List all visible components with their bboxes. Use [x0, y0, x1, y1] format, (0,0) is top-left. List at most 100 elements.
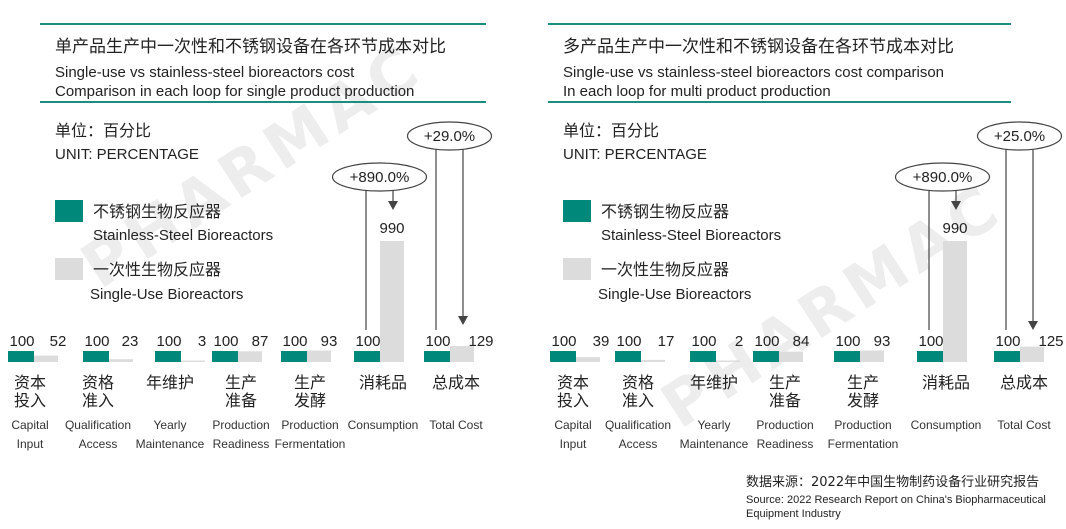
bar-single-use [576, 357, 600, 362]
category-label-en: Production [212, 418, 269, 432]
category-label-en: Consumption [911, 418, 982, 432]
callout-ellipse [406, 121, 493, 151]
legend-label-stainless-cn: 不锈钢生物反应器 [93, 202, 221, 221]
chart-title-en-1: Single-use vs stainless-steel bioreactor… [55, 64, 355, 81]
data-label-stainless: 100 [213, 333, 238, 350]
data-label-stainless: 100 [691, 333, 716, 350]
legend-label-stainless-en: Stainless-Steel Bioreactors [93, 227, 273, 244]
bar-stainless [753, 351, 779, 362]
data-label-single-use: 39 [593, 333, 610, 350]
data-label-single-use: 3 [198, 333, 206, 350]
category-label-en: Qualification [605, 418, 671, 432]
category-label-en: Fermentation [275, 437, 346, 451]
bar-single-use [181, 360, 205, 362]
unit-label-en: UNIT: PERCENTAGE [563, 146, 707, 163]
legend-label-single-use-en: Single-Use Bioreactors [598, 286, 751, 303]
callout-label: +890.0% [350, 169, 410, 186]
data-label-stainless: 100 [355, 333, 380, 350]
bar-stainless [281, 351, 307, 362]
category-label-cn: 年维护 [146, 373, 194, 392]
category-label-cn: 消耗品 [359, 373, 407, 392]
category-label-cn: 生产 [847, 373, 879, 392]
legend-label-stainless-cn: 不锈钢生物反应器 [601, 202, 729, 221]
legend-label-single-use-en: Single-Use Bioreactors [90, 286, 243, 303]
bar-stainless [8, 351, 34, 362]
category-label-cn: 准入 [622, 391, 654, 410]
category-label-cn: 投入 [14, 391, 46, 410]
category-label-en: Capital [11, 418, 48, 432]
data-label-stainless: 100 [995, 333, 1020, 350]
category-label-en: Consumption [348, 418, 419, 432]
category-label-cn: 总成本 [1000, 373, 1048, 392]
bar-single-use [779, 351, 803, 362]
bar-stainless [83, 351, 109, 362]
bar-single-use [34, 355, 58, 362]
bar-single-use [380, 241, 404, 362]
legend-swatch-single-use [55, 258, 83, 280]
data-label-single-use: 129 [468, 333, 493, 350]
category-label-cn: 发酵 [847, 391, 879, 410]
category-label-en: Maintenance [136, 437, 205, 451]
category-label-cn: 总成本 [432, 373, 480, 392]
data-label-single-use: 17 [658, 333, 675, 350]
legend-label-single-use-cn: 一次性生物反应器 [93, 260, 221, 279]
category-label-cn: 消耗品 [922, 373, 970, 392]
bar-stainless [424, 351, 450, 362]
category-label-cn: 生产 [225, 373, 257, 392]
category-label-cn: 资格 [82, 373, 114, 392]
data-label-single-use: 84 [793, 333, 810, 350]
bar-single-use [307, 350, 331, 362]
data-label-single-use: 125 [1038, 333, 1063, 350]
bar-stainless [155, 351, 181, 362]
data-label-single-use: 2 [735, 333, 743, 350]
bar-single-use [450, 346, 474, 362]
data-label-stainless: 100 [282, 333, 307, 350]
legend-swatch-stainless [563, 200, 591, 222]
source-en-2: Equipment Industry [746, 508, 841, 520]
category-label-en: Production [756, 418, 813, 432]
bar-stainless [917, 351, 943, 362]
category-label-en: Access [79, 437, 118, 451]
bar-stainless [994, 351, 1020, 362]
data-label-stainless: 100 [425, 333, 450, 350]
category-label-en: Fermentation [828, 437, 899, 451]
category-label-en: Production [834, 418, 891, 432]
bar-single-use [109, 359, 133, 362]
category-label-en: Access [619, 437, 658, 451]
category-label-en: Production [281, 418, 338, 432]
legend-swatch-stainless [55, 200, 83, 222]
data-label-stainless: 100 [616, 333, 641, 350]
callout-ellipse [331, 162, 428, 192]
bar-single-use [716, 360, 740, 362]
category-label-en: Capital [554, 418, 591, 432]
data-label-single-use: 93 [321, 333, 338, 350]
category-label-en: Readiness [757, 437, 814, 451]
bar-stainless [690, 351, 716, 362]
category-label-cn: 准备 [769, 391, 801, 410]
data-label-stainless: 100 [84, 333, 109, 350]
chart-title-cn: 多产品生产中一次性和不锈钢设备在各环节成本对比 [563, 37, 954, 57]
data-label-single-use: 990 [379, 220, 404, 237]
callout-arrow-icon [458, 316, 468, 325]
data-label-single-use: 52 [50, 333, 67, 350]
category-label-cn: 年维护 [690, 373, 738, 392]
chart-title-en-2: Comparison in each loop for single produ… [55, 83, 414, 100]
data-label-stainless: 100 [835, 333, 860, 350]
category-label-cn: 资本 [557, 373, 589, 392]
bar-single-use [641, 359, 665, 362]
bar-single-use [1020, 346, 1044, 362]
category-label-cn: 资本 [14, 373, 46, 392]
bar-single-use [943, 241, 967, 362]
callout-ellipse [894, 162, 991, 192]
bar-stainless [550, 351, 576, 362]
legend-swatch-single-use [563, 258, 591, 280]
category-label-en: Input [17, 437, 44, 451]
data-label-stainless: 100 [156, 333, 181, 350]
callout-ellipse [976, 121, 1063, 151]
category-label-en: Input [560, 437, 587, 451]
callout-label: +25.0% [994, 128, 1045, 145]
category-label-cn: 准备 [225, 391, 257, 410]
category-label-en: Maintenance [680, 437, 749, 451]
category-label-cn: 准入 [82, 391, 114, 410]
